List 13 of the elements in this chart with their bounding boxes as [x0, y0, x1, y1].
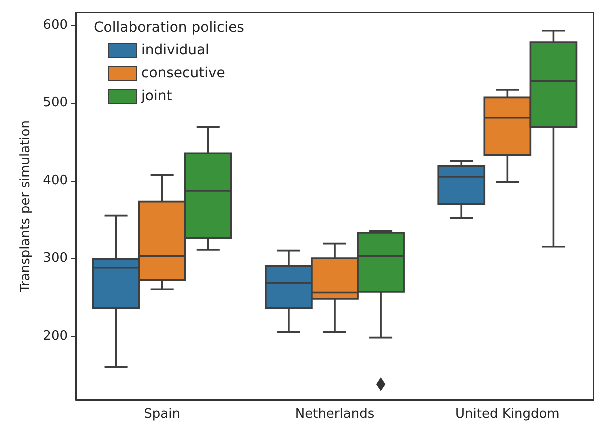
- y-tick-label: 200: [43, 328, 68, 344]
- y-tick-label: 600: [43, 18, 68, 33]
- y-axis-title: Transplants per simulation: [18, 120, 34, 294]
- x-tick-label: United Kingdom: [455, 407, 560, 422]
- x-tick-label: Spain: [144, 407, 180, 422]
- y-tick-label: 400: [43, 173, 68, 188]
- legend-label: joint: [140, 88, 173, 104]
- legend-label: consecutive: [142, 66, 226, 82]
- y-tick-label: 300: [43, 251, 68, 266]
- y-tick-label: 500: [43, 96, 68, 111]
- x-tick-label: Netherlands: [295, 407, 375, 422]
- legend-title: Collaboration policies: [94, 20, 244, 36]
- legend-label: individual: [142, 42, 210, 58]
